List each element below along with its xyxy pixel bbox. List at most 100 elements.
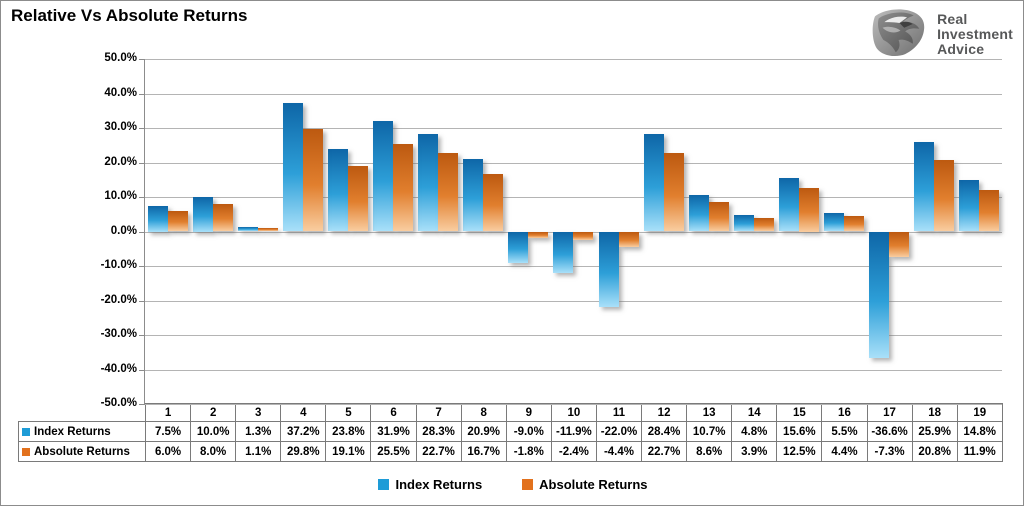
legend-item-index-returns: Index Returns: [378, 477, 482, 492]
brand-line-2: Investment: [937, 26, 1013, 42]
bar-absolute-returns-1: [167, 210, 188, 232]
value-cell: -36.6%: [866, 421, 913, 442]
brand-line-1: Real: [937, 11, 968, 27]
category-header-16: 16: [821, 403, 868, 422]
value-cell: -22.0%: [595, 421, 643, 442]
bar-index-returns-6: [373, 121, 394, 232]
bar-index-returns-5: [327, 149, 348, 232]
bar-index-returns-8: [463, 159, 484, 232]
category-header-15: 15: [776, 403, 823, 422]
legend-label: Index Returns: [395, 477, 483, 492]
value-cell: -7.3%: [866, 441, 913, 462]
series-key-icon: [22, 427, 30, 436]
category-header-1: 1: [144, 403, 192, 422]
series-label: Absolute Returns: [18, 441, 146, 462]
value-cell: 1.3%: [235, 421, 282, 442]
table-row-index-returns: Index Returns 7.5% 10.0% 1.3% 37.2% 23.8% 31.9…: [18, 421, 1003, 442]
value-cell: 20.9%: [460, 421, 507, 442]
value-cell: 12.5%: [776, 441, 823, 462]
bar-index-returns-9: [508, 231, 529, 263]
value-cell: -11.9%: [550, 421, 597, 442]
category-header-14: 14: [731, 403, 778, 422]
value-cell: 28.4%: [641, 421, 688, 442]
bar-index-returns-2: [192, 197, 213, 232]
category-header-18: 18: [911, 403, 958, 422]
data-table: 1 2 3 4 5 6 7 8 9 10 11 12 13 14 15 16 17 18 19 Index Retur…: [18, 403, 1003, 462]
value-cell: 37.2%: [280, 421, 327, 442]
bar-index-returns-17: [869, 231, 890, 358]
value-cell: 28.3%: [415, 421, 462, 442]
value-cell: 19.1%: [325, 441, 372, 462]
bar-absolute-returns-10: [573, 231, 594, 240]
chart-legend: Index Returns Absolute Returns: [1, 477, 1023, 492]
bar-absolute-returns-17: [889, 231, 910, 257]
bar-absolute-returns-19: [979, 190, 1000, 232]
bar-absolute-returns-9: [528, 231, 549, 238]
y-axis-label: 30.0%: [104, 121, 137, 133]
y-axis-label: 50.0%: [104, 52, 137, 64]
value-cell: 3.9%: [731, 441, 778, 462]
gridline--10.0%: [145, 266, 1002, 267]
bar-index-returns-13: [688, 194, 709, 232]
value-cell: -9.0%: [505, 421, 552, 442]
value-cell: 8.0%: [190, 441, 237, 462]
legend-label: Absolute Returns: [539, 477, 648, 492]
value-cell: 31.9%: [370, 421, 417, 442]
bar-absolute-returns-2: [212, 203, 233, 232]
series-label: Index Returns: [18, 421, 146, 442]
y-axis-label: 0.0%: [110, 224, 137, 237]
value-cell: 1.1%: [235, 441, 282, 462]
value-cell: 4.8%: [731, 421, 778, 442]
y-axis-label: -10.0%: [100, 259, 137, 271]
legend-key-icon: [522, 479, 534, 490]
gridline--40.0%: [145, 369, 1002, 371]
bar-absolute-returns-16: [844, 216, 865, 232]
brand-name: Real Investment Advice: [937, 12, 1013, 57]
bar-index-returns-19: [959, 180, 980, 232]
y-axis-label: 20.0%: [104, 155, 137, 168]
category-header-11: 11: [595, 403, 643, 422]
category-header-17: 17: [866, 403, 913, 422]
brand-line-3: Advice: [937, 41, 985, 57]
y-axis-tick: [139, 404, 145, 405]
y-axis-tick: [139, 128, 145, 129]
value-cell: -2.4%: [550, 441, 597, 462]
bar-index-returns-4: [282, 103, 303, 232]
category-header-10: 10: [550, 403, 597, 422]
bar-index-returns-1: [147, 205, 168, 232]
category-header-2: 2: [190, 403, 237, 422]
category-header-12: 12: [641, 403, 688, 422]
value-cell: 14.8%: [956, 421, 1003, 442]
bar-index-returns-10: [553, 231, 574, 273]
value-cell: 22.7%: [641, 441, 688, 462]
gridline-40.0%: [145, 93, 1002, 95]
value-cell: 6.0%: [144, 441, 192, 462]
bar-absolute-returns-5: [347, 165, 368, 232]
bar-index-returns-14: [733, 214, 754, 232]
gridline--30.0%: [145, 335, 1002, 336]
legend-key-icon: [378, 479, 390, 490]
y-axis-tick: [139, 231, 145, 233]
value-cell: -1.8%: [505, 441, 552, 462]
bar-absolute-returns-12: [663, 153, 684, 232]
category-header-9: 9: [505, 403, 552, 422]
eagle-shield-icon: [871, 7, 928, 62]
y-axis-label: -30.0%: [100, 328, 137, 340]
value-cell: 16.7%: [460, 441, 507, 462]
category-header-3: 3: [235, 403, 282, 422]
bar-absolute-returns-6: [393, 143, 414, 232]
bar-index-returns-18: [914, 142, 935, 232]
series-key-icon: [22, 447, 30, 456]
y-axis-tick: [139, 335, 145, 336]
y-axis-line: [144, 59, 145, 405]
value-cell: 20.8%: [911, 441, 958, 462]
value-cell: 22.7%: [415, 441, 462, 462]
y-axis-tick: [139, 266, 145, 267]
category-header-8: 8: [460, 403, 507, 422]
category-header-19: 19: [956, 403, 1003, 422]
bar-index-returns-16: [824, 212, 845, 232]
bar-index-returns-12: [643, 133, 664, 232]
chart-title: Relative Vs Absolute Returns: [11, 6, 248, 25]
category-header-7: 7: [415, 403, 462, 422]
